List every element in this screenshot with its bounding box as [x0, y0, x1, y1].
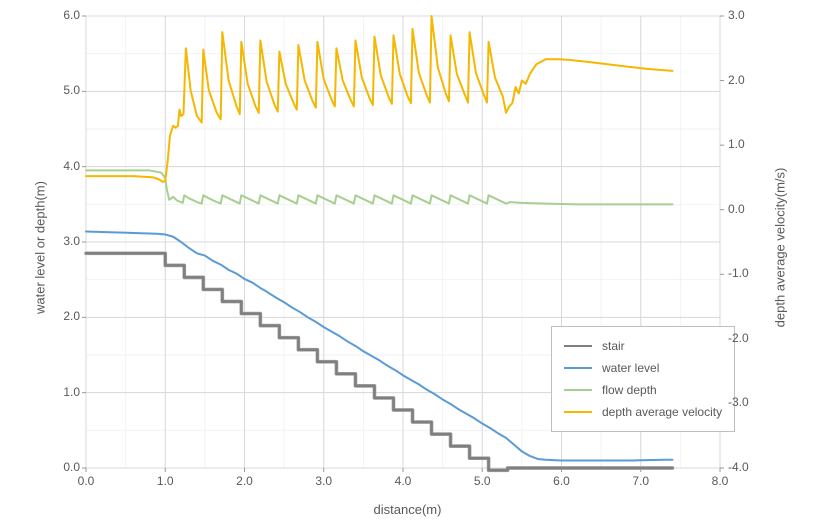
tick-label: 3.0	[728, 8, 745, 22]
x-axis-label: distance(m)	[0, 502, 815, 517]
tick-label: 8.0	[705, 474, 735, 488]
legend-item: flow depth	[564, 379, 722, 401]
tick-label: 0.0	[71, 474, 101, 488]
tick-label: 2.0	[50, 309, 80, 323]
tick-label: 1.0	[150, 474, 180, 488]
tick-label: -4.0	[728, 460, 749, 474]
tick-label: 0.0	[50, 460, 80, 474]
y2-axis-label: depth average velocity(m/s)	[773, 148, 788, 348]
legend-label: water level	[602, 361, 659, 375]
legend-label: depth average velocity	[602, 405, 722, 419]
tick-label: 3.0	[50, 234, 80, 248]
legend-label: stair	[602, 339, 625, 353]
tick-label: 5.0	[50, 83, 80, 97]
legend-item: depth average velocity	[564, 401, 722, 423]
legend-item: stair	[564, 335, 722, 357]
legend-swatch	[564, 367, 592, 369]
legend-swatch	[564, 389, 592, 391]
tick-label: -1.0	[728, 266, 749, 280]
tick-label: 1.0	[50, 385, 80, 399]
tick-label: 5.0	[467, 474, 497, 488]
tick-label: 2.0	[728, 73, 745, 87]
tick-label: 6.0	[50, 8, 80, 22]
chart-legend: stair water level flow depth depth average …	[551, 326, 735, 432]
tick-label: 0.0	[728, 202, 745, 216]
tick-label: 4.0	[50, 159, 80, 173]
legend-label: flow depth	[602, 383, 657, 397]
tick-label: 3.0	[309, 474, 339, 488]
legend-item: water level	[564, 357, 722, 379]
tick-label: 6.0	[547, 474, 577, 488]
legend-swatch	[564, 345, 592, 347]
tick-label: 4.0	[388, 474, 418, 488]
tick-label: -2.0	[728, 331, 749, 345]
chart-svg	[0, 0, 815, 529]
chart-root: water level or depth(m) depth average ve…	[0, 0, 815, 529]
legend-swatch	[564, 411, 592, 413]
tick-label: 2.0	[230, 474, 260, 488]
tick-label: 1.0	[728, 137, 745, 151]
y1-axis-label: water level or depth(m)	[33, 148, 48, 348]
tick-label: 7.0	[626, 474, 656, 488]
tick-label: -3.0	[728, 395, 749, 409]
